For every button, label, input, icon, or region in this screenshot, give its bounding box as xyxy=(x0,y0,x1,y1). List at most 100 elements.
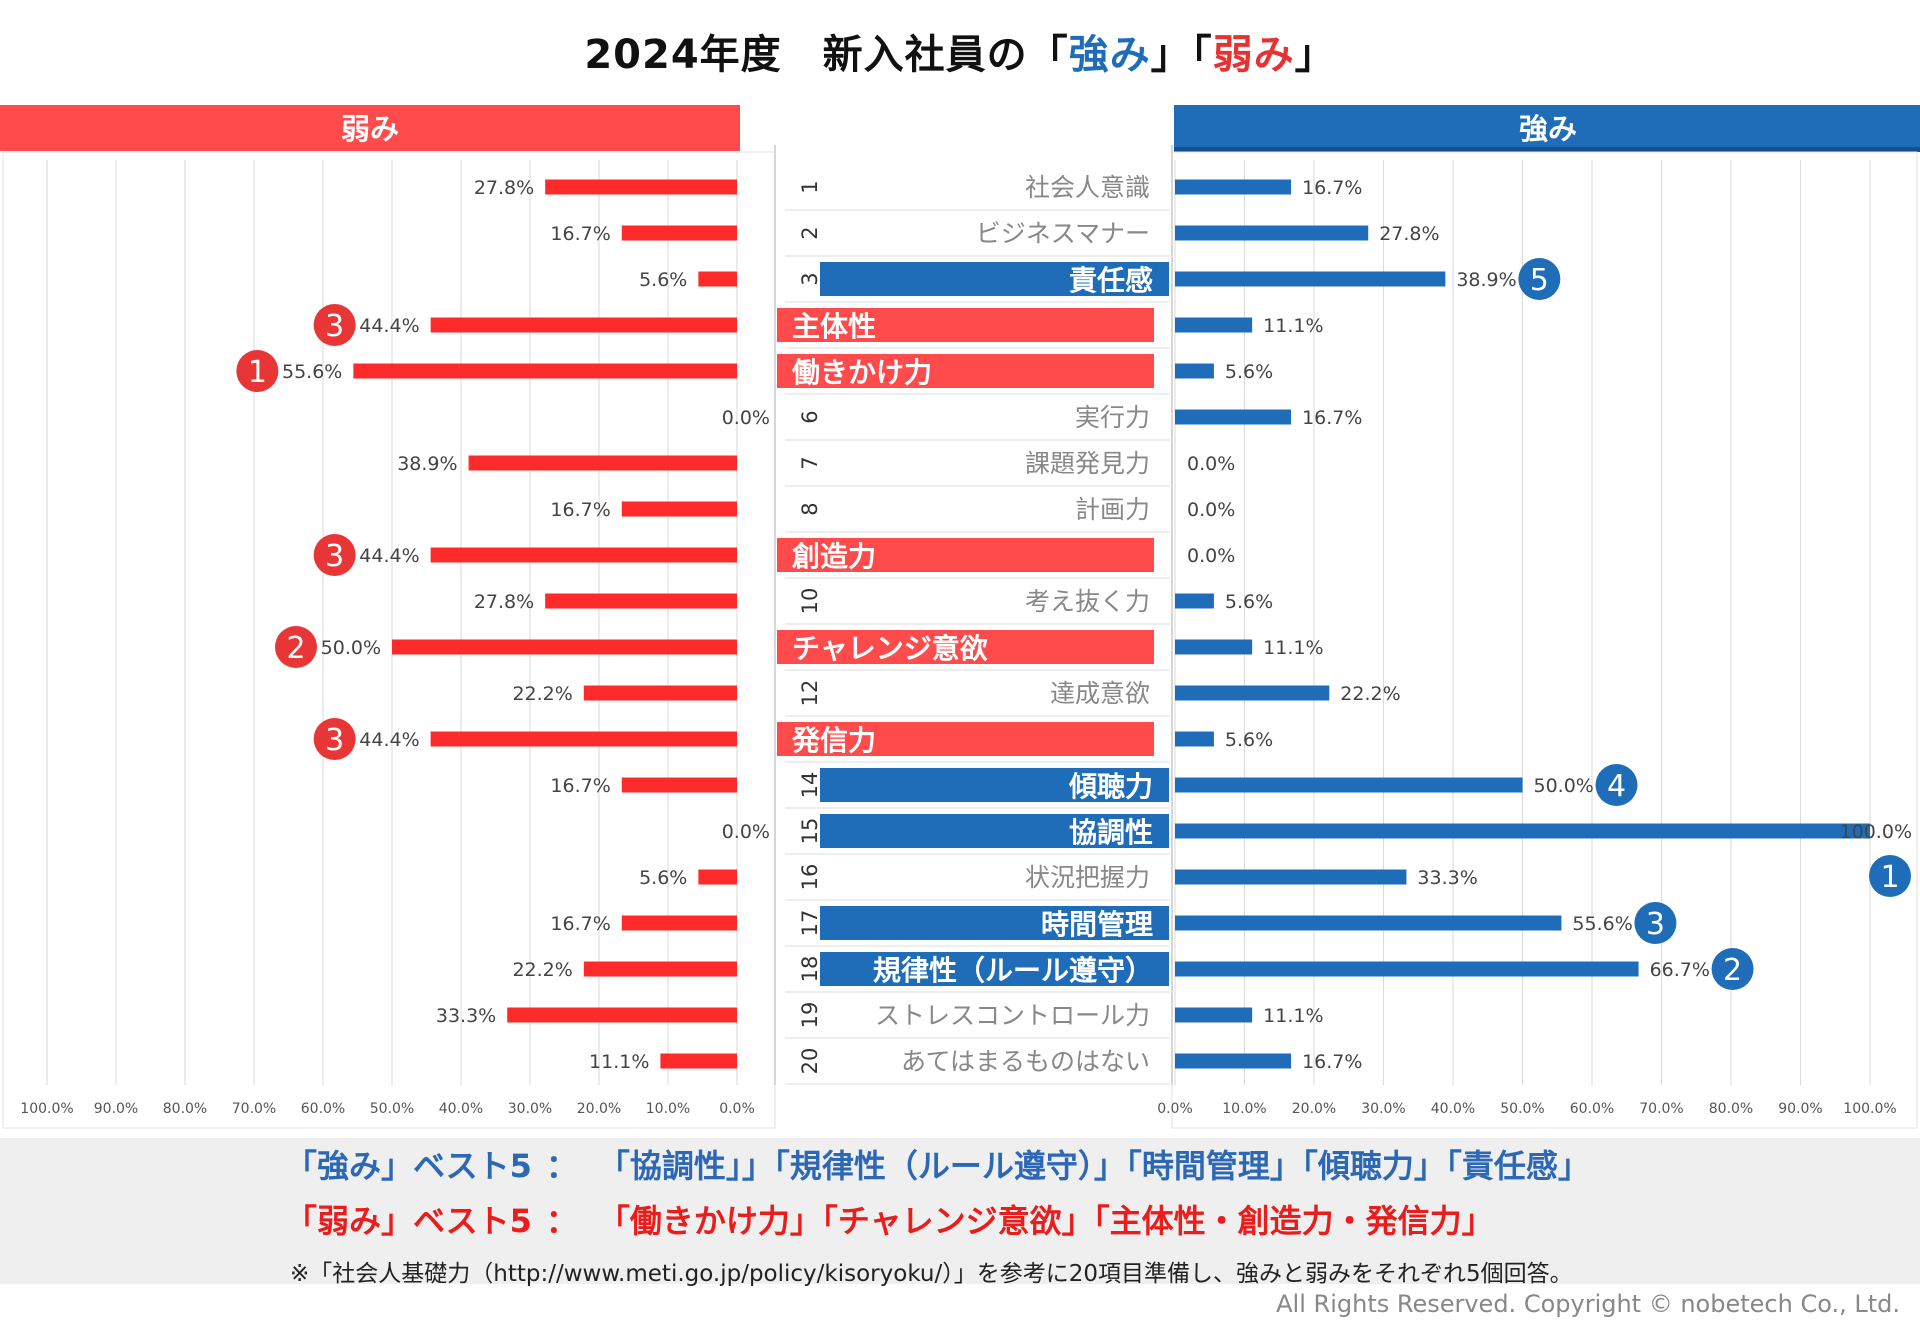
weakness-axis-tick: 20.0% xyxy=(577,1101,621,1117)
strength-highlight-box xyxy=(820,814,1169,848)
strength-bar xyxy=(1175,639,1253,655)
weakness-bar xyxy=(621,225,737,241)
category-label: 考え抜く力 xyxy=(1025,587,1150,616)
category-number: 7 xyxy=(798,456,822,469)
weakness-value-label: 16.7% xyxy=(550,775,610,797)
strength-value-label: 38.9% xyxy=(1456,269,1516,291)
strength-value-label: 16.7% xyxy=(1302,1051,1362,1073)
strength-best5-line: 「強み」ベスト5 ： 「協調性」」「規律性（ルール遵守）」「時間管理」「傾聴力」「責… xyxy=(285,1141,1590,1187)
weakness-value-label: 16.7% xyxy=(550,913,610,935)
weakness-bar xyxy=(507,1007,737,1023)
strength-rank-badge xyxy=(1711,948,1754,990)
strength-axis-tick: 50.0% xyxy=(1500,1101,1544,1117)
strength-bar xyxy=(1175,731,1214,747)
weakness-bar xyxy=(545,179,737,195)
summary-panel xyxy=(0,1138,1920,1284)
category-label: 主体性 xyxy=(792,310,876,343)
strength-bar xyxy=(1175,685,1330,701)
strength-value-label: 100.0% xyxy=(1840,821,1912,843)
strength-bar xyxy=(1175,317,1253,333)
weakness-value-label: 27.8% xyxy=(474,177,534,199)
strength-bar xyxy=(1175,271,1446,287)
weakness-rank-badge-number: 3 xyxy=(325,309,344,344)
weakness-panel-label: 弱み xyxy=(341,112,399,146)
weakness-axis-tick: 0.0% xyxy=(719,1101,755,1117)
category-label: 実行力 xyxy=(1075,403,1150,432)
strength-value-label: 55.6% xyxy=(1572,913,1632,935)
weakness-highlight-box xyxy=(777,354,1154,388)
strength-axis-tick: 80.0% xyxy=(1709,1101,1753,1117)
strength-bar xyxy=(1175,1053,1292,1069)
weakness-bar xyxy=(583,685,737,701)
category-number: 6 xyxy=(798,410,822,423)
strength-bar xyxy=(1175,869,1407,885)
category-label: ビジネスマナー xyxy=(976,219,1150,248)
strength-axis-tick: 90.0% xyxy=(1778,1101,1822,1117)
strength-panel-label: 強み xyxy=(1519,112,1577,146)
weakness-axis-tick: 90.0% xyxy=(94,1101,138,1117)
weakness-bar xyxy=(621,501,737,517)
weakness-best5-items: 「働きかけ力」「チャレンジ意欲」「主体性・創造力・発信力」 xyxy=(597,1202,1494,1240)
title-middle: 」「 xyxy=(1150,32,1213,78)
category-number: 20 xyxy=(798,1048,822,1075)
weakness-value-label: 44.4% xyxy=(359,729,419,751)
weakness-value-label: 22.2% xyxy=(512,959,572,981)
weakness-best5-label: 「弱み」ベスト5 xyxy=(285,1202,532,1240)
strength-rank-badge xyxy=(1634,902,1677,944)
strength-axis-tick: 40.0% xyxy=(1431,1101,1475,1117)
category-label: 傾聴力 xyxy=(1068,770,1153,803)
weakness-axis-tick: 50.0% xyxy=(370,1101,414,1117)
weakness-highlight-box xyxy=(777,308,1154,342)
strength-highlight-box xyxy=(820,952,1169,986)
category-label: 責任感 xyxy=(1069,264,1153,297)
title-weak-word: 弱み xyxy=(1212,32,1295,78)
weakness-value-label: 44.4% xyxy=(359,315,419,337)
strength-bar xyxy=(1175,823,1870,839)
strength-value-label: 0.0% xyxy=(1187,545,1235,567)
weakness-bar xyxy=(660,1053,737,1069)
weakness-value-label: 22.2% xyxy=(512,683,572,705)
strength-value-label: 11.1% xyxy=(1263,637,1323,659)
category-label: 達成意欲 xyxy=(1050,679,1150,708)
strength-value-label: 5.6% xyxy=(1225,729,1273,751)
weakness-rank-badge-number: 2 xyxy=(286,631,305,666)
strength-axis-tick: 100.0% xyxy=(1843,1101,1896,1117)
weakness-bar xyxy=(621,777,737,793)
strength-rank-badge xyxy=(1595,764,1638,806)
weakness-bar xyxy=(430,731,737,747)
category-label: 規律性（ルール遵守） xyxy=(873,954,1153,987)
strength-highlight-box xyxy=(820,262,1169,296)
strength-bar xyxy=(1175,409,1292,425)
strength-axis-tick: 70.0% xyxy=(1639,1101,1683,1117)
strength-best5-label: 「強み」ベスト5 xyxy=(285,1147,532,1185)
strength-value-label: 22.2% xyxy=(1340,683,1400,705)
weakness-value-label: 16.7% xyxy=(550,223,610,245)
category-number: 8 xyxy=(798,502,822,515)
strength-value-label: 11.1% xyxy=(1263,315,1323,337)
weakness-value-label: 27.8% xyxy=(474,591,534,613)
category-label: 計画力 xyxy=(1075,495,1150,524)
weakness-axis-tick: 70.0% xyxy=(232,1101,276,1117)
strength-rank-badge-number: 5 xyxy=(1530,263,1549,298)
weakness-axis-tick: 100.0% xyxy=(20,1101,73,1117)
title-prefix: 2024年度 新入社員の「 xyxy=(584,32,1069,78)
weakness-value-label: 55.6% xyxy=(282,361,342,383)
strength-bar xyxy=(1175,915,1562,931)
strength-bar xyxy=(1175,225,1369,241)
weakness-bar xyxy=(430,317,737,333)
strength-bar xyxy=(1175,1007,1253,1023)
weakness-bar xyxy=(583,961,737,977)
strength-value-label: 16.7% xyxy=(1302,407,1362,429)
category-label: ストレスコントロール力 xyxy=(875,1001,1150,1030)
weakness-bar xyxy=(430,547,737,563)
category-number: 12 xyxy=(798,680,822,707)
category-label: 発信力 xyxy=(791,724,876,757)
category-number: 3 xyxy=(798,272,822,285)
weakness-value-label: 5.6% xyxy=(639,269,687,291)
weakness-rank-badge-number: 1 xyxy=(248,355,267,390)
weakness-value-label: 50.0% xyxy=(321,637,381,659)
strength-value-label: 0.0% xyxy=(1187,453,1235,475)
source-note: ※「社会人基礎力（http://www.meti.go.jp/policy/ki… xyxy=(290,1261,1573,1287)
title-strong-word: 強み xyxy=(1068,32,1151,78)
strength-highlight-box xyxy=(820,906,1169,940)
